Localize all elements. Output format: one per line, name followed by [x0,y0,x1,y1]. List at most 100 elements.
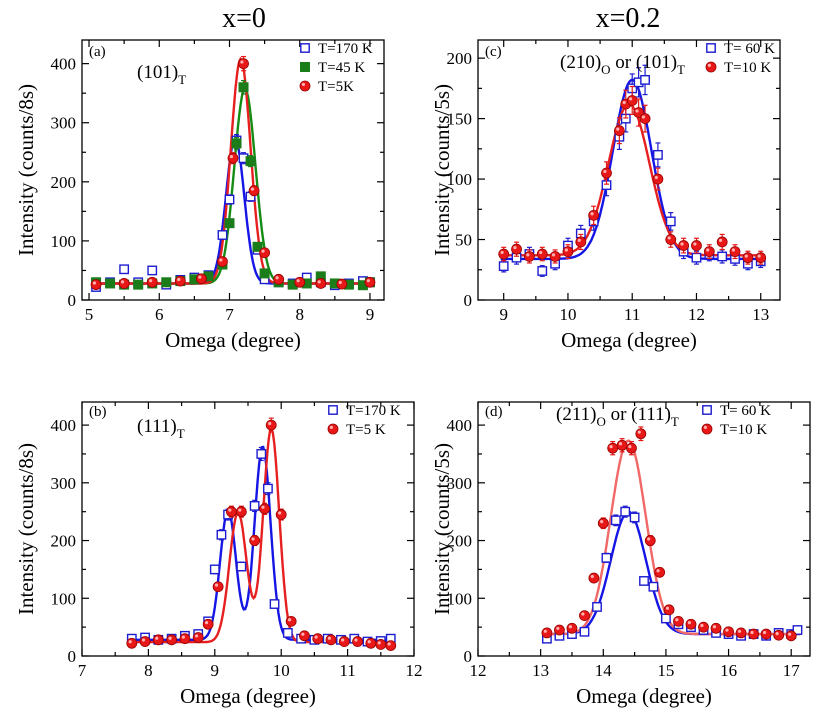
data-point-series-1 [299,630,310,642]
data-point-series-1 [748,628,760,640]
data-point-series-0 [579,626,590,637]
data-point-series-0 [256,449,267,459]
data-point-series-2 [259,247,271,259]
y-tick-label: 150 [447,110,473,129]
y-tick-label: 300 [51,114,77,133]
legend-marker-1-highlight [703,425,708,429]
data-point-series-0 [249,501,260,511]
data-point-series-1-highlight [387,642,391,646]
x-tick-label: 17 [783,661,801,680]
data-point-series-1 [541,627,553,639]
data-point-series-1 [729,246,741,258]
data-point-series-1-highlight [181,635,185,639]
y-tick-label: 100 [447,170,473,189]
panel-letter: (b) [89,404,107,420]
data-point-series-1-highlight [629,97,633,101]
data-point-series-1-highlight [590,574,594,579]
data-point-series-0 [282,628,293,638]
data-point-series-2 [118,278,130,289]
data-point-series-1 [607,442,619,454]
plot-frame [81,39,385,301]
data-point-series-2-highlight [219,258,223,262]
data-point-series-1-highlight [654,175,658,180]
plot-frame [477,39,781,301]
data-point-series-1 [566,622,578,634]
data-point-series-1-highlight [647,537,651,541]
data-point-series-1 [275,509,287,520]
data-point-series-1-highlight [618,442,623,446]
y-tick-label: 200 [51,173,77,192]
data-point-series-0 [717,251,728,262]
data-point-series-1 [562,246,574,258]
column-title-left: x=0 [222,3,266,34]
data-point-series-1 [678,240,690,251]
y-tick-label: 0 [464,647,473,666]
reflection-annotation: (111)T [137,416,185,441]
data-point-series-2 [248,185,260,197]
data-point-series-2 [227,152,239,164]
data-point-series-1-highlight [600,520,604,524]
data-point-series-1 [785,630,797,642]
data-point-series-1-highlight [616,127,620,131]
data-point-series-2 [146,276,158,288]
data-point-series-1-highlight [287,618,292,622]
data-point-series-1-highlight [551,253,556,257]
data-point-series-0 [648,581,659,592]
y-axis-label: Intensity (counts/8s) [14,443,38,615]
data-point-series-0 [592,602,602,612]
x-tick-label: 15 [657,661,674,680]
x-tick-label: 9 [211,661,220,680]
data-point-series-1-highlight [168,636,172,640]
data-point-series-0 [691,252,702,263]
data-point-series-1 [536,248,548,260]
data-point-series-1 [212,581,224,593]
data-point-series-1 [588,572,600,584]
chart-panel-b: 0 100 200 300 400 7 8 9 10 11 12 Omega (degree) Inte… [14,401,423,708]
plot-frame [81,401,415,657]
data-point-series-1-highlight [725,628,729,632]
data-point-series-1-highlight [757,254,761,258]
data-point-series-0 [224,194,235,205]
x-tick-label: 8 [144,661,153,680]
data-point-series-1 [698,621,709,633]
chart-panel-d: 0 100 200 300 400 12 13 14 15 16 17 Omega (degree) I… [430,401,811,708]
data-point-series-1-highlight [706,248,710,252]
data-point-series-2 [364,276,376,288]
data-point-series-1 [385,640,397,652]
data-point-series-1 [716,236,728,248]
panel-letter: (d) [485,404,503,420]
y-axis-label: Intensity (counts/5s) [430,443,454,615]
data-point-series-0 [661,613,671,624]
data-point-series-1-highlight [635,109,639,113]
data-point-series-0 [217,230,228,240]
data-point-series-2-highlight [149,279,153,283]
annotation-text: or (111) [606,404,671,425]
panel-letter: (a) [89,44,106,60]
data-point-series-1-highlight [367,640,371,644]
data-point-series-1-highlight [341,638,345,642]
data-point-series-2 [273,273,285,285]
data-point-series-1 [224,218,235,229]
data-point-series-1 [597,517,609,529]
y-tick-label: 400 [51,416,77,435]
data-point-series-1 [685,618,697,630]
x-tick-label: 7 [225,305,234,324]
x-tick-label: 12 [406,661,423,680]
x-tick-label: 13 [532,661,549,680]
data-point-series-1-highlight [603,169,607,174]
x-tick-label: 11 [624,305,640,324]
data-point-series-1 [265,419,277,431]
data-point-series-1-highlight [564,248,568,252]
data-point-series-1 [588,209,600,221]
data-point-series-0 [620,506,631,517]
data-point-series-1 [235,506,247,518]
x-axis-label: Omega (degree) [561,328,697,352]
y-tick-label: 0 [68,291,77,310]
data-point-series-1-highlight [656,569,660,573]
data-point-series-1-highlight [731,248,736,252]
data-point-series-0 [498,261,509,272]
y-tick-label: 200 [51,532,77,551]
legend-label-1: T=5 K [346,422,386,438]
data-point-series-1-highlight [577,238,581,242]
